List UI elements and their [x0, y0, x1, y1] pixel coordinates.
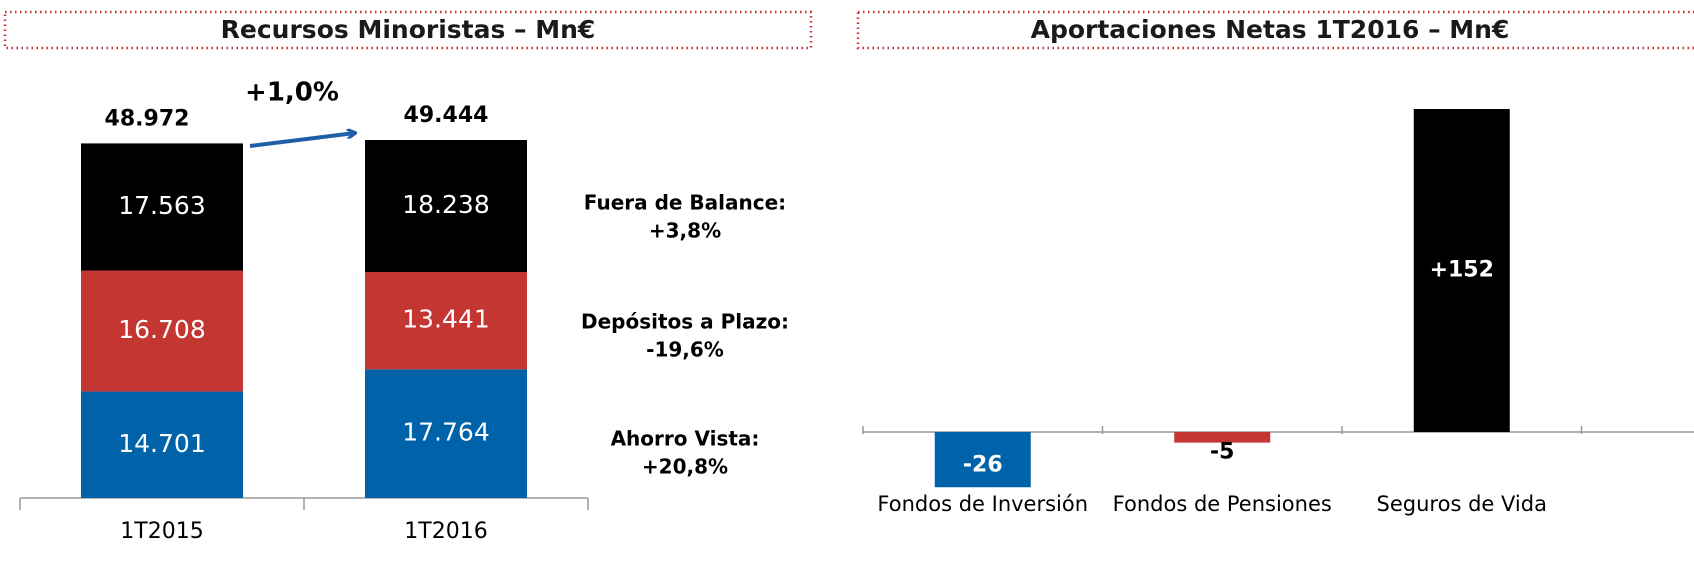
value-label: 13.441	[402, 305, 489, 334]
value-label: +152	[1430, 258, 1494, 283]
value-label: -5	[1210, 440, 1234, 465]
legend-change: +20,8%	[642, 455, 728, 479]
value-label: 16.708	[118, 315, 205, 344]
legend-label: Depósitos a Plazo:	[581, 310, 789, 334]
growth-arrow	[249, 133, 355, 148]
total-label: 49.444	[404, 103, 489, 128]
x-tick-label: Fondos de Inversión	[877, 492, 1088, 516]
bar	[1174, 432, 1271, 443]
total-label: 48.972	[105, 106, 190, 131]
bar-segment	[81, 270, 243, 392]
chart-title: Recursos Minoristas – Mn€	[221, 15, 596, 44]
value-label: 17.563	[118, 191, 205, 220]
bar-segment	[365, 272, 527, 370]
value-label: -26	[963, 453, 1003, 478]
bar	[934, 432, 1031, 488]
x-tick-label: Seguros de Vida	[1377, 492, 1547, 516]
legend-change: -19,6%	[646, 338, 724, 362]
legend-change: +3,8%	[649, 219, 721, 243]
title-box	[3, 10, 813, 50]
x-tick-label: 1T2015	[120, 519, 203, 544]
legend-label: Ahorro Vista:	[611, 427, 760, 451]
bar-segment	[81, 391, 243, 498]
chart-title: Aportaciones Netas 1T2016 – Mn€	[1031, 15, 1510, 44]
bar-segment	[365, 369, 527, 498]
legend-label: Fuera de Balance:	[584, 191, 786, 215]
bar-segment	[365, 140, 527, 273]
value-label: 14.701	[118, 429, 205, 458]
annotation: +1,0%	[245, 78, 339, 108]
bar	[1413, 109, 1510, 432]
value-label: 17.764	[402, 418, 489, 447]
x-tick-label: 1T2016	[404, 519, 487, 544]
bar-segment	[81, 143, 243, 271]
value-label: 18.238	[402, 190, 489, 219]
x-tick-label: Fondos de Pensiones	[1113, 492, 1332, 516]
